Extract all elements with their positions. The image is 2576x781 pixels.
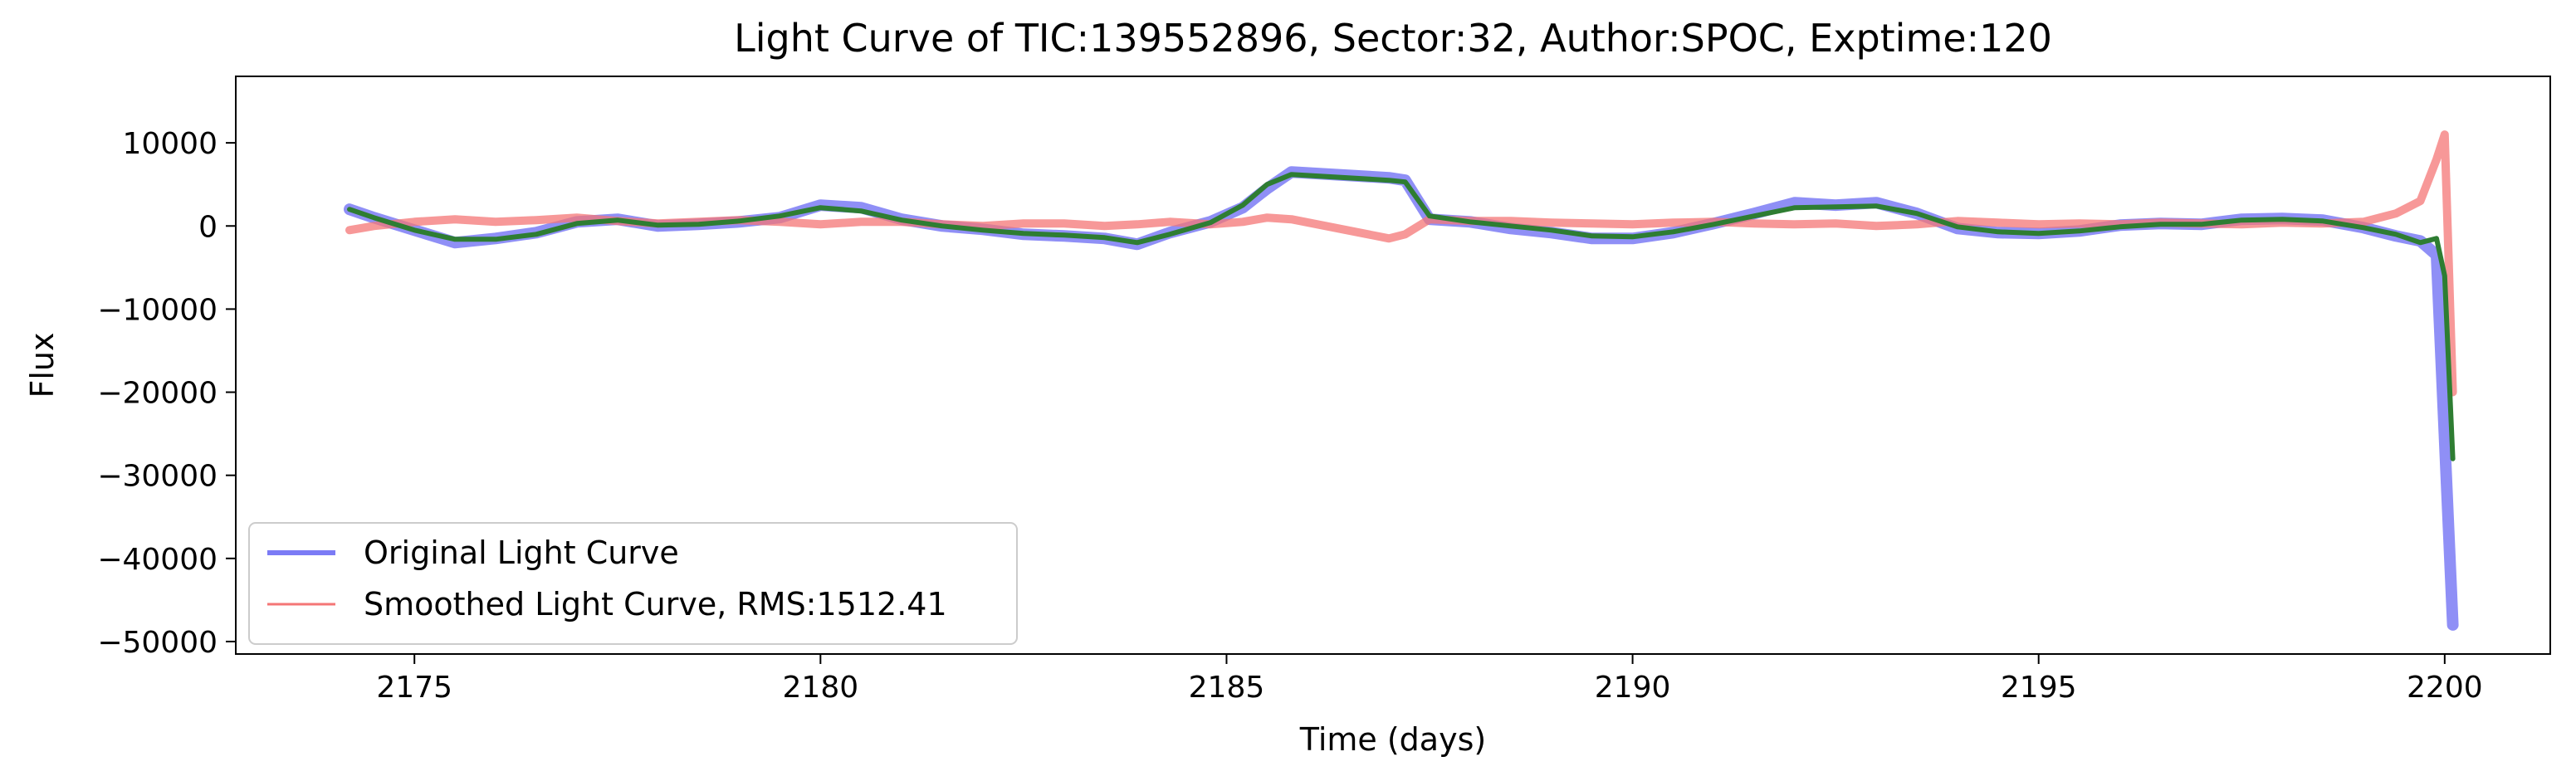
x-axis-ticks: 2175 2180 2185 2190 2195 2200 xyxy=(376,654,2483,705)
x-axis-label: Time (days) xyxy=(1299,721,1486,758)
y-tick-label: 10000 xyxy=(122,127,218,161)
y-axis-ticks: 10000 0 −10000 −20000 −30000 −40000 −50000 xyxy=(97,127,236,660)
x-tick-label: 2200 xyxy=(2407,671,2483,705)
series-line-trend xyxy=(347,172,2456,461)
legend-label-original: Original Light Curve xyxy=(364,534,679,571)
legend-box xyxy=(248,522,1018,645)
y-tick-label: −30000 xyxy=(97,460,218,494)
chart-title: Light Curve of TIC:139552896, Sector:32,… xyxy=(734,16,2052,61)
y-tick-label: 0 xyxy=(198,210,218,244)
series-layer xyxy=(344,130,2459,631)
y-tick-label: −10000 xyxy=(97,293,218,327)
y-axis-label: Flux xyxy=(24,333,61,398)
plot-frame xyxy=(235,76,2551,655)
legend-label-smoothed: Smoothed Light Curve, RMS:1512.41 xyxy=(364,586,947,622)
legend: Original Light Curve Smoothed Light Curv… xyxy=(248,522,1018,645)
x-tick-label: 2185 xyxy=(1189,671,1265,705)
x-tick-label: 2190 xyxy=(1595,671,1671,705)
y-tick-label: −50000 xyxy=(97,626,218,660)
x-tick-label: 2195 xyxy=(2001,671,2077,705)
y-tick-label: −20000 xyxy=(97,377,218,411)
y-tick-label: −40000 xyxy=(97,543,218,577)
x-tick-label: 2180 xyxy=(783,671,859,705)
x-tick-label: 2175 xyxy=(376,671,452,705)
